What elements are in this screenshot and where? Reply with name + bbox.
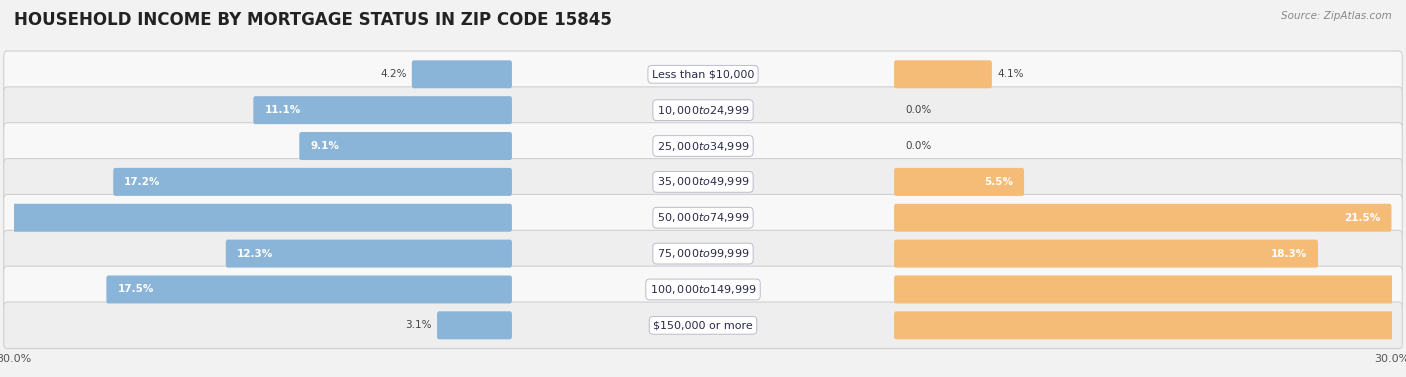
Text: 9.1%: 9.1%: [311, 141, 339, 151]
Text: 17.5%: 17.5%: [117, 285, 153, 294]
Text: 11.1%: 11.1%: [264, 105, 301, 115]
FancyBboxPatch shape: [253, 96, 512, 124]
FancyBboxPatch shape: [894, 240, 1317, 268]
Text: $10,000 to $24,999: $10,000 to $24,999: [657, 104, 749, 116]
Text: Less than $10,000: Less than $10,000: [652, 69, 754, 79]
Text: 5.5%: 5.5%: [984, 177, 1012, 187]
Text: 12.3%: 12.3%: [236, 248, 273, 259]
FancyBboxPatch shape: [894, 168, 1024, 196]
FancyBboxPatch shape: [4, 266, 1402, 313]
Text: $75,000 to $99,999: $75,000 to $99,999: [657, 247, 749, 260]
Text: Source: ZipAtlas.com: Source: ZipAtlas.com: [1281, 11, 1392, 21]
Text: $35,000 to $49,999: $35,000 to $49,999: [657, 175, 749, 188]
FancyBboxPatch shape: [226, 240, 512, 268]
Text: 0.0%: 0.0%: [905, 141, 931, 151]
Text: $25,000 to $34,999: $25,000 to $34,999: [657, 139, 749, 153]
Text: 0.0%: 0.0%: [905, 105, 931, 115]
FancyBboxPatch shape: [894, 311, 1406, 339]
FancyBboxPatch shape: [894, 204, 1392, 232]
FancyBboxPatch shape: [114, 168, 512, 196]
FancyBboxPatch shape: [894, 60, 991, 88]
FancyBboxPatch shape: [4, 302, 1402, 349]
FancyBboxPatch shape: [299, 132, 512, 160]
Text: $50,000 to $74,999: $50,000 to $74,999: [657, 211, 749, 224]
FancyBboxPatch shape: [4, 230, 1402, 277]
FancyBboxPatch shape: [107, 276, 512, 303]
FancyBboxPatch shape: [4, 159, 1402, 205]
Text: $100,000 to $149,999: $100,000 to $149,999: [650, 283, 756, 296]
FancyBboxPatch shape: [4, 87, 1402, 133]
FancyBboxPatch shape: [894, 276, 1406, 303]
FancyBboxPatch shape: [437, 311, 512, 339]
FancyBboxPatch shape: [4, 195, 1402, 241]
Text: 3.1%: 3.1%: [405, 320, 432, 330]
Text: 4.2%: 4.2%: [380, 69, 406, 79]
Text: HOUSEHOLD INCOME BY MORTGAGE STATUS IN ZIP CODE 15845: HOUSEHOLD INCOME BY MORTGAGE STATUS IN Z…: [14, 11, 612, 29]
FancyBboxPatch shape: [4, 123, 1402, 169]
FancyBboxPatch shape: [412, 60, 512, 88]
Text: 17.2%: 17.2%: [124, 177, 160, 187]
Text: $150,000 or more: $150,000 or more: [654, 320, 752, 330]
Text: 21.5%: 21.5%: [1344, 213, 1381, 223]
FancyBboxPatch shape: [0, 204, 512, 232]
FancyBboxPatch shape: [4, 51, 1402, 98]
Text: 18.3%: 18.3%: [1271, 248, 1308, 259]
Text: 4.1%: 4.1%: [997, 69, 1024, 79]
